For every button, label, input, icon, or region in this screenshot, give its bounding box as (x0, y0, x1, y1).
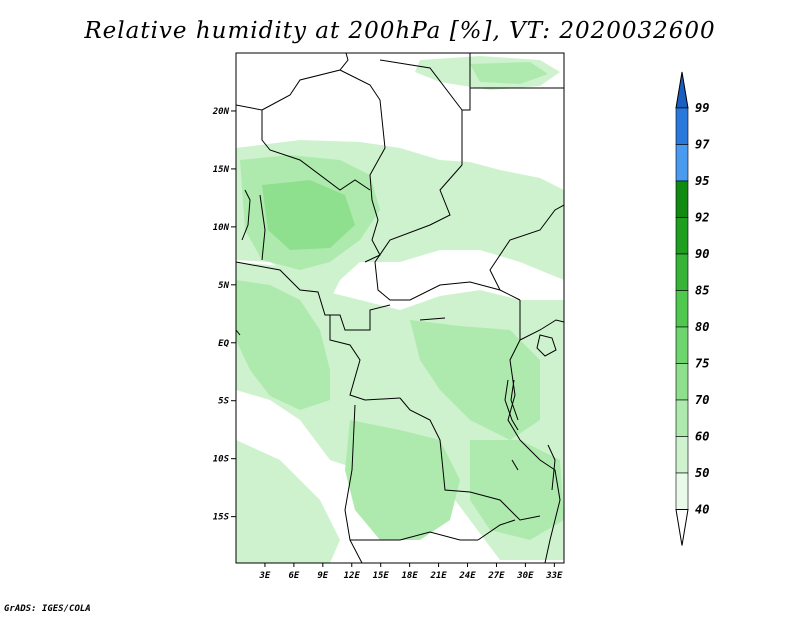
colorbar-segment (675, 107, 689, 145)
lon-tick-label: 33E (545, 571, 563, 581)
colorbar-label: 40 (695, 503, 709, 517)
humidity-field (236, 56, 564, 563)
colorbar: 99 97 95 92 90 85 80 75 70 60 50 40 (675, 71, 710, 546)
lat-tick-label: 5N (218, 281, 229, 291)
latitude-axis: 20N 15N 10N 5N EQ 5S 10S 15S (212, 107, 236, 523)
colorbar-segment (675, 144, 689, 182)
colorbar-segment (675, 436, 689, 474)
lat-tick-label: 15S (213, 513, 230, 523)
humidity-region-sudan (470, 175, 564, 240)
colorbar-label: 92 (695, 211, 709, 225)
lat-tick-label: 5S (218, 397, 229, 407)
colorbar-label: 70 (695, 393, 709, 407)
colorbar-bottom-arrow (675, 509, 689, 546)
lat-tick-label: 10N (213, 223, 230, 233)
colorbar-segment (675, 253, 689, 291)
humidity-region-angola (345, 420, 460, 540)
colorbar-label: 85 (695, 284, 709, 298)
lon-tick-label: 3E (259, 571, 271, 581)
colorbar-top-arrow (675, 71, 689, 109)
lon-tick-label: 18E (402, 571, 419, 581)
lon-tick-label: 6E (288, 571, 299, 581)
map-frame (235, 52, 565, 564)
colorbar-segment (675, 363, 689, 401)
colorbar-label: 95 (695, 174, 709, 188)
lon-tick-label: 15E (373, 571, 390, 581)
colorbar-label: 99 (695, 101, 709, 115)
longitude-axis: 3E 6E 9E 12E 15E 18E 21E 24E 27E 30E 33E (259, 563, 563, 581)
colorbar-label: 90 (695, 247, 709, 261)
colorbar-label: 60 (695, 430, 709, 444)
lat-tick-label: 20N (212, 107, 230, 117)
colorbar-segment (675, 290, 689, 328)
lon-tick-label: 12E (344, 571, 361, 581)
colorbar-segment (675, 399, 689, 437)
lon-tick-label: 27E (487, 571, 505, 581)
lat-tick-label: 10S (213, 455, 230, 465)
colorbar-segment (675, 180, 689, 218)
humidity-region-nigeria-core (262, 180, 355, 250)
colorbar-segment (675, 326, 689, 364)
humidity-region-south (236, 440, 340, 563)
lon-tick-label: 24E (458, 571, 476, 581)
country-borders (236, 53, 564, 563)
lat-tick-label: EQ (218, 339, 229, 349)
humidity-region-north-core (470, 62, 548, 84)
lon-tick-label: 30E (516, 571, 534, 581)
colorbar-segment (675, 472, 689, 510)
lon-tick-label: 9E (317, 571, 328, 581)
grads-credit: GrADS: IGES/COLA (4, 604, 91, 614)
colorbar-label: 50 (695, 466, 709, 480)
humidity-region-east-congo (410, 320, 540, 440)
lat-tick-label: 15N (213, 165, 230, 175)
colorbar-label: 97 (695, 138, 710, 152)
humidity-region-zambia (470, 440, 564, 540)
lon-tick-label: 21E (429, 571, 447, 581)
colorbar-label: 75 (695, 357, 709, 371)
colorbar-segment (675, 217, 689, 255)
colorbar-label: 80 (695, 320, 709, 334)
humidity-region-gabon (236, 280, 330, 410)
lakes (419, 317, 557, 491)
map-title: Relative humidity at 200hPa [%], VT: 202… (84, 18, 716, 44)
